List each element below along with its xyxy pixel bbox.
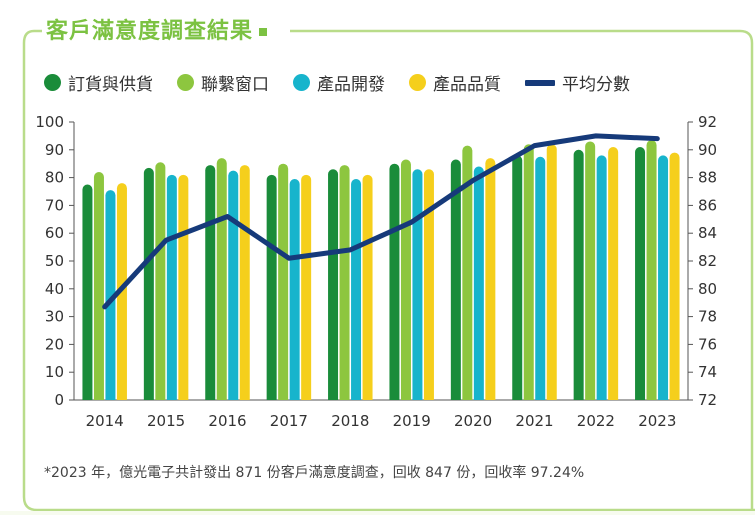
bar-series-4 — [485, 158, 496, 400]
y-tick-label-left: 0 — [54, 391, 64, 409]
bar-series-3 — [535, 156, 546, 400]
legend-swatch-series-4 — [409, 74, 426, 91]
y-tick-label-right: 84 — [698, 224, 717, 242]
x-tick-label: 2022 — [577, 412, 615, 430]
bar-series-4 — [546, 144, 557, 400]
y-tick-label-left: 30 — [45, 308, 64, 326]
legend-swatch-series-2 — [177, 74, 194, 91]
y-tick-label-right: 90 — [698, 141, 717, 159]
bar-series-2 — [646, 140, 657, 400]
y-tick-label-left: 80 — [45, 169, 64, 187]
bar-series-3 — [596, 155, 607, 400]
y-tick-label-left: 100 — [35, 113, 64, 131]
y-tick-label-left: 40 — [45, 280, 64, 298]
legend-label-series-1: 訂貨與供貨 — [68, 75, 153, 95]
bar-series-1 — [450, 159, 461, 400]
y-tick-label-right: 74 — [698, 363, 717, 381]
bar-series-4 — [608, 147, 619, 400]
bar-series-4 — [423, 169, 434, 400]
y-tick-label-right: 86 — [698, 196, 717, 214]
x-tick-label: 2014 — [86, 412, 124, 430]
y-tick-label-right: 92 — [698, 113, 717, 131]
y-tick-label-left: 90 — [45, 141, 64, 159]
y-tick-label-right: 76 — [698, 335, 717, 353]
bar-series-2 — [216, 158, 227, 400]
bar-series-1 — [266, 174, 277, 400]
legend-label-average: 平均分數 — [562, 75, 630, 95]
bar-series-3 — [105, 190, 116, 400]
y-tick-label-right: 78 — [698, 308, 717, 326]
bar-series-1 — [635, 147, 646, 400]
x-tick-label: 2023 — [638, 412, 676, 430]
bar-series-1 — [573, 149, 584, 400]
bar-series-3 — [228, 170, 239, 400]
y-tick-label-left: 70 — [45, 196, 64, 214]
bar-series-1 — [82, 184, 93, 400]
y-tick-label-right: 88 — [698, 169, 717, 187]
y-tick-label-left: 10 — [45, 363, 64, 381]
bar-series-2 — [523, 144, 534, 400]
bar-series-3 — [351, 178, 362, 400]
bar-series-4 — [239, 165, 250, 400]
bar-series-3 — [166, 174, 177, 400]
x-tick-label: 2016 — [208, 412, 246, 430]
bar-series-2 — [585, 141, 596, 400]
bar-series-2 — [339, 165, 350, 400]
x-tick-label: 2020 — [454, 412, 492, 430]
legend-item-average: 平均分數 — [525, 70, 630, 95]
bar-series-2 — [278, 163, 289, 400]
bar-series-4 — [301, 174, 312, 400]
bar-series-1 — [328, 169, 339, 400]
legend-label-series-3: 產品開發 — [317, 75, 385, 95]
page-title: 客戶滿意度調查結果 — [44, 13, 274, 45]
x-tick-label: 2015 — [147, 412, 185, 430]
y-tick-label-left: 20 — [45, 335, 64, 353]
bar-series-4 — [178, 174, 189, 400]
legend-item-series-4: 產品品質 — [409, 70, 501, 95]
legend-swatch-average — [525, 79, 555, 86]
x-tick-label: 2021 — [515, 412, 553, 430]
y-tick-label-left: 50 — [45, 252, 64, 270]
legend-item-series-1: 訂貨與供貨 — [44, 70, 153, 95]
bar-series-1 — [389, 163, 400, 400]
y-tick-label-right: 80 — [698, 280, 717, 298]
legend-label-series-2: 聯繫窗口 — [201, 75, 269, 95]
legend-item-series-2: 聯繫窗口 — [177, 70, 269, 95]
bar-series-1 — [205, 165, 216, 400]
bar-series-2 — [400, 159, 411, 400]
bar-series-1 — [512, 155, 523, 400]
page-title-text: 客戶滿意度調查結果 — [46, 19, 254, 44]
title-square-icon — [259, 28, 268, 36]
legend-swatch-series-1 — [44, 74, 61, 91]
legend-swatch-series-3 — [293, 74, 310, 91]
chart-legend: 訂貨與供貨 聯繫窗口 產品開發 產品品質 平均分數 — [44, 70, 654, 95]
x-tick-label: 2018 — [331, 412, 369, 430]
bar-series-3 — [289, 178, 300, 400]
y-tick-label-right: 72 — [698, 391, 717, 409]
bar-series-2 — [93, 172, 104, 400]
bar-series-3 — [412, 169, 423, 400]
bar-series-4 — [669, 152, 680, 400]
bar-series-2 — [462, 145, 473, 400]
footnote: *2023 年，億光電子共計發出 871 份客戶滿意度調查，回收 847 份，回… — [44, 465, 585, 481]
y-tick-label-right: 82 — [698, 252, 717, 270]
bar-series-3 — [658, 155, 669, 400]
bar-series-3 — [473, 166, 484, 400]
y-tick-label-left: 60 — [45, 224, 64, 242]
x-tick-label: 2017 — [270, 412, 308, 430]
legend-item-series-3: 產品開發 — [293, 70, 385, 95]
bar-series-4 — [362, 174, 373, 400]
bar-series-2 — [155, 162, 166, 400]
x-tick-label: 2019 — [393, 412, 431, 430]
legend-label-series-4: 產品品質 — [433, 75, 501, 95]
average-score-line — [102, 133, 660, 310]
bar-series-1 — [143, 167, 154, 400]
